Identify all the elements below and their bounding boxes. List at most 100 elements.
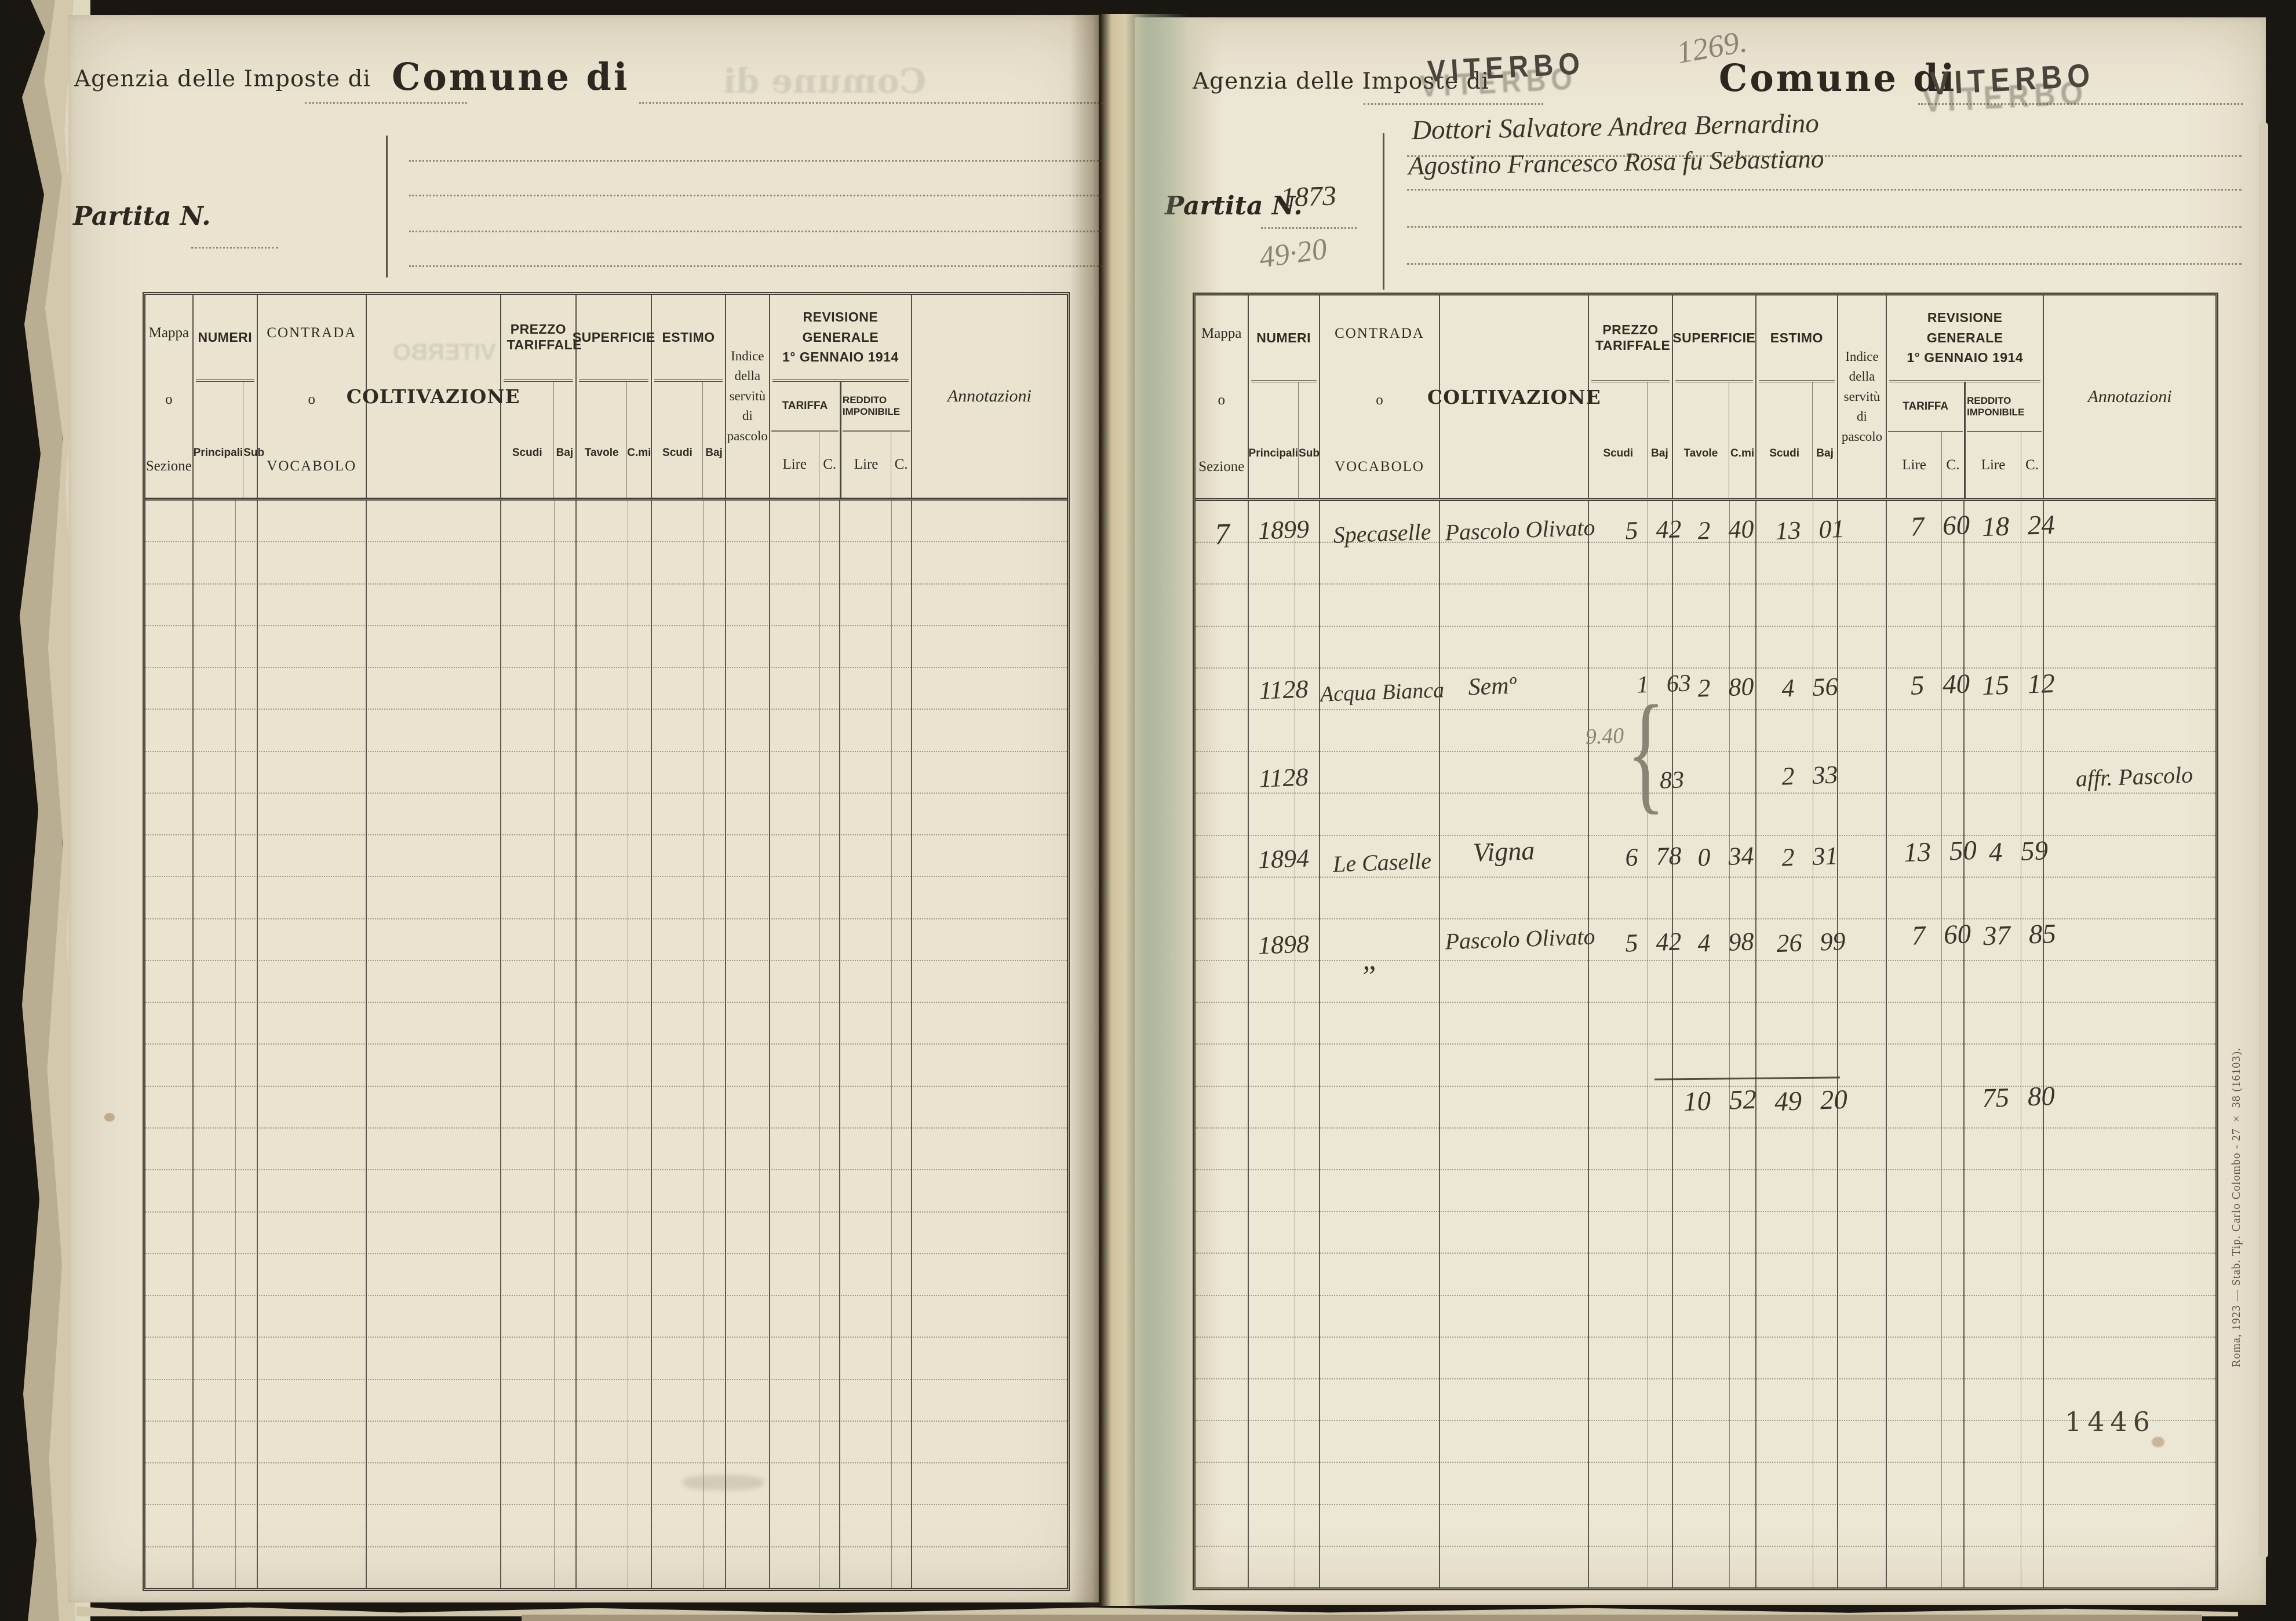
- pencil-total-note: 49·20: [1257, 232, 1329, 275]
- entry-1-numero: 1899: [1258, 514, 1310, 545]
- comune-blank-line: [639, 102, 1103, 104]
- agenzia-label: Agenzia delle Imposte di: [1193, 68, 1489, 94]
- ruled-rows: [1196, 501, 2215, 1587]
- entry-2-contrada: Acqua Bianca: [1320, 678, 1445, 707]
- entry-2-pencil-price: 9.40: [1585, 723, 1624, 750]
- page-right: Agenzia delle Imposte di VITERBO VITERBO…: [1135, 17, 2266, 1605]
- comune-ghost-showthrough: Comune di: [723, 61, 927, 101]
- entry-5-estimo: 26 99: [1776, 926, 1846, 958]
- entry-5-reddito: 37 85: [1982, 918, 2057, 952]
- entry-2-superficie: 2 80: [1697, 672, 1755, 703]
- owner-brace-line: [1383, 133, 1384, 290]
- pencil-brace: {: [1627, 678, 1665, 826]
- col-header-superficie: SUPERFICIE Tavole C.mi: [573, 295, 655, 498]
- owner-fill-line-4: [1407, 263, 2242, 265]
- entry-2-estimo: 4 56: [1781, 672, 1839, 703]
- entry-5-contrada-ditto: „: [1361, 943, 1380, 977]
- agenzia-fill-line: [1364, 103, 1543, 105]
- partita-label: Partita N.: [73, 202, 211, 231]
- entry-1-superficie: 2 40: [1697, 514, 1755, 545]
- register-table-left: Mappa o Sezione NUMERI Principali Sub CO…: [143, 292, 1070, 1591]
- col-header-indice: Indice della servitù di pascolo: [726, 295, 770, 498]
- partita-number: 1873: [1280, 180, 1337, 213]
- comune-viterbo-stamp-ghost: VITERBO: [1922, 74, 2089, 119]
- agenzia-blank-line: [305, 102, 467, 104]
- col-header-coltivazione: COLTIVAZIONE: [1427, 295, 1601, 498]
- col-header-indice: Indice della servitù di pascolo: [1838, 295, 1887, 498]
- table-header: Mappa o Sezione NUMERI Principali Sub CO…: [1196, 295, 2215, 501]
- owner-blank-line-4: [409, 265, 1102, 267]
- entry-1-tariffa: 7 60: [1909, 510, 1971, 542]
- col-header-mappa: Mappa o Sezione: [1196, 295, 1249, 498]
- owner-brace-line: [386, 136, 388, 278]
- comune-label: Comune di: [1719, 56, 1957, 100]
- entry-2-reddito: 15 12: [1981, 668, 2056, 702]
- entry-5-numero: 1898: [1258, 929, 1310, 960]
- bottom-page-edge: [522, 1615, 2202, 1621]
- entry-2-coltivazione: Semº: [1467, 672, 1517, 701]
- register-table-right: Mappa o Sezione NUMERI Principali Sub CO…: [1193, 293, 2218, 1590]
- entry-2-tariffa: 5 40: [1909, 669, 1971, 701]
- entry-4-contrada: Le Caselle: [1332, 848, 1432, 877]
- owner-fill-line-1: [1407, 155, 2242, 157]
- entry-1-mappa: 7: [1214, 517, 1230, 552]
- entry-3-numero: 1128: [1258, 762, 1309, 793]
- owner-blank-line-3: [409, 231, 1102, 232]
- partita-blank-line: [191, 247, 278, 249]
- col-header-prezzo: PREZZO TARIFFALE Scudi Baj: [1589, 295, 1673, 498]
- table-body-right: 7 1899 Specaselle Pascolo Olivato 5 42 2…: [1196, 501, 2215, 1587]
- owner-fill-line-3: [1407, 226, 2242, 228]
- agenzia-label: Agenzia delle Imposte di: [74, 66, 371, 92]
- ruled-rows: [145, 501, 1067, 1588]
- entry-5-tariffa: 7 60: [1911, 919, 1972, 951]
- entry-2-numero: 1128: [1258, 674, 1309, 705]
- entry-4-superficie: 0 34: [1697, 841, 1755, 872]
- entry-4-reddito: 4 59: [1988, 835, 2049, 868]
- owner-blank-line-1: [409, 160, 1102, 162]
- table-header: Mappa o Sezione NUMERI Principali Sub CO…: [145, 295, 1067, 501]
- col-header-numeri: NUMERI Principali Sub: [194, 295, 264, 498]
- printer-imprint: Roma, 1923 — Stab. Tip. Carlo Colombo - …: [2230, 1047, 2243, 1367]
- owner-fill-line-2: [1407, 189, 2242, 191]
- col-header-revisione: REVISIONE GENERALE 1° GENNAIO 1914 TARIF…: [1887, 295, 2044, 498]
- entry-4-numero: 1894: [1258, 844, 1310, 874]
- column-rules: [145, 501, 1067, 1588]
- col-header-estimo: ESTIMO Scudi Baj: [1756, 295, 1838, 498]
- total-superficie: 10 52: [1683, 1084, 1757, 1118]
- col-header-coltivazione: COLTIVAZIONE: [347, 295, 520, 498]
- entry-3-annotation: affr. Pascolo: [2075, 761, 2193, 792]
- column-rules: [1196, 501, 2215, 1587]
- owner-name-line-2: Agostino Francesco Rosa fu Sebastiano: [1408, 144, 1824, 181]
- entry-1-reddito: 18 24: [1981, 509, 2056, 543]
- col-header-contrada: CONTRADA o VOCABOLO: [1320, 295, 1441, 498]
- col-header-annotazioni: Annotazioni: [947, 386, 1032, 406]
- total-estimo: 49 20: [1774, 1084, 1848, 1118]
- page-number-stamp: 1446: [2065, 1406, 2156, 1437]
- entry-2-prezzo: 1 63: [1636, 670, 1692, 699]
- entry-4-tariffa: 13 50: [1903, 835, 1977, 868]
- col-header-mappa: Mappa o Sezione: [145, 295, 194, 498]
- comune-label: Comune di: [392, 54, 630, 99]
- col-header-numeri: NUMERI Principali Sub: [1249, 295, 1320, 498]
- entry-5-coltivazione: Pascolo Olivato: [1444, 923, 1596, 955]
- right-page-edge: [2259, 122, 2268, 1558]
- entry-3-estimo: 2 33: [1781, 760, 1839, 791]
- col-header-superficie: SUPERFICIE Tavole C.mi: [1672, 295, 1756, 498]
- entry-3-prezzo: 83: [1659, 766, 1685, 794]
- owner-name-line-1: Dottori Salvatore Andrea Bernardino: [1411, 108, 1820, 146]
- entry-1-contrada: Specaselle: [1332, 519, 1432, 548]
- entry-1-estimo: 13 01: [1774, 514, 1845, 546]
- partita-fill-line: [1261, 227, 1357, 229]
- page-left: Agenzia delle Imposte di Comune di Comun…: [68, 15, 1103, 1602]
- total-reddito: 75 80: [1981, 1080, 2056, 1114]
- owner-blank-line-2: [409, 195, 1102, 196]
- entry-5-superficie: 4 98: [1697, 927, 1755, 958]
- col-header-contrada: CONTRADA o VOCABOLO: [258, 295, 367, 498]
- comune-fill-line: [1918, 103, 2243, 105]
- entry-1-coltivazione: Pascolo Olivato: [1444, 514, 1596, 546]
- entry-1-prezzo: 5 42: [1624, 514, 1682, 545]
- col-header-prezzo: PREZZO TARIFFALE Scudi Baj: [501, 295, 582, 498]
- col-header-revisione: REVISIONE GENERALE 1° GENNAIO 1914 TARIF…: [770, 295, 912, 498]
- agenzia-viterbo-stamp-ghost: VITERBO: [1419, 60, 1579, 104]
